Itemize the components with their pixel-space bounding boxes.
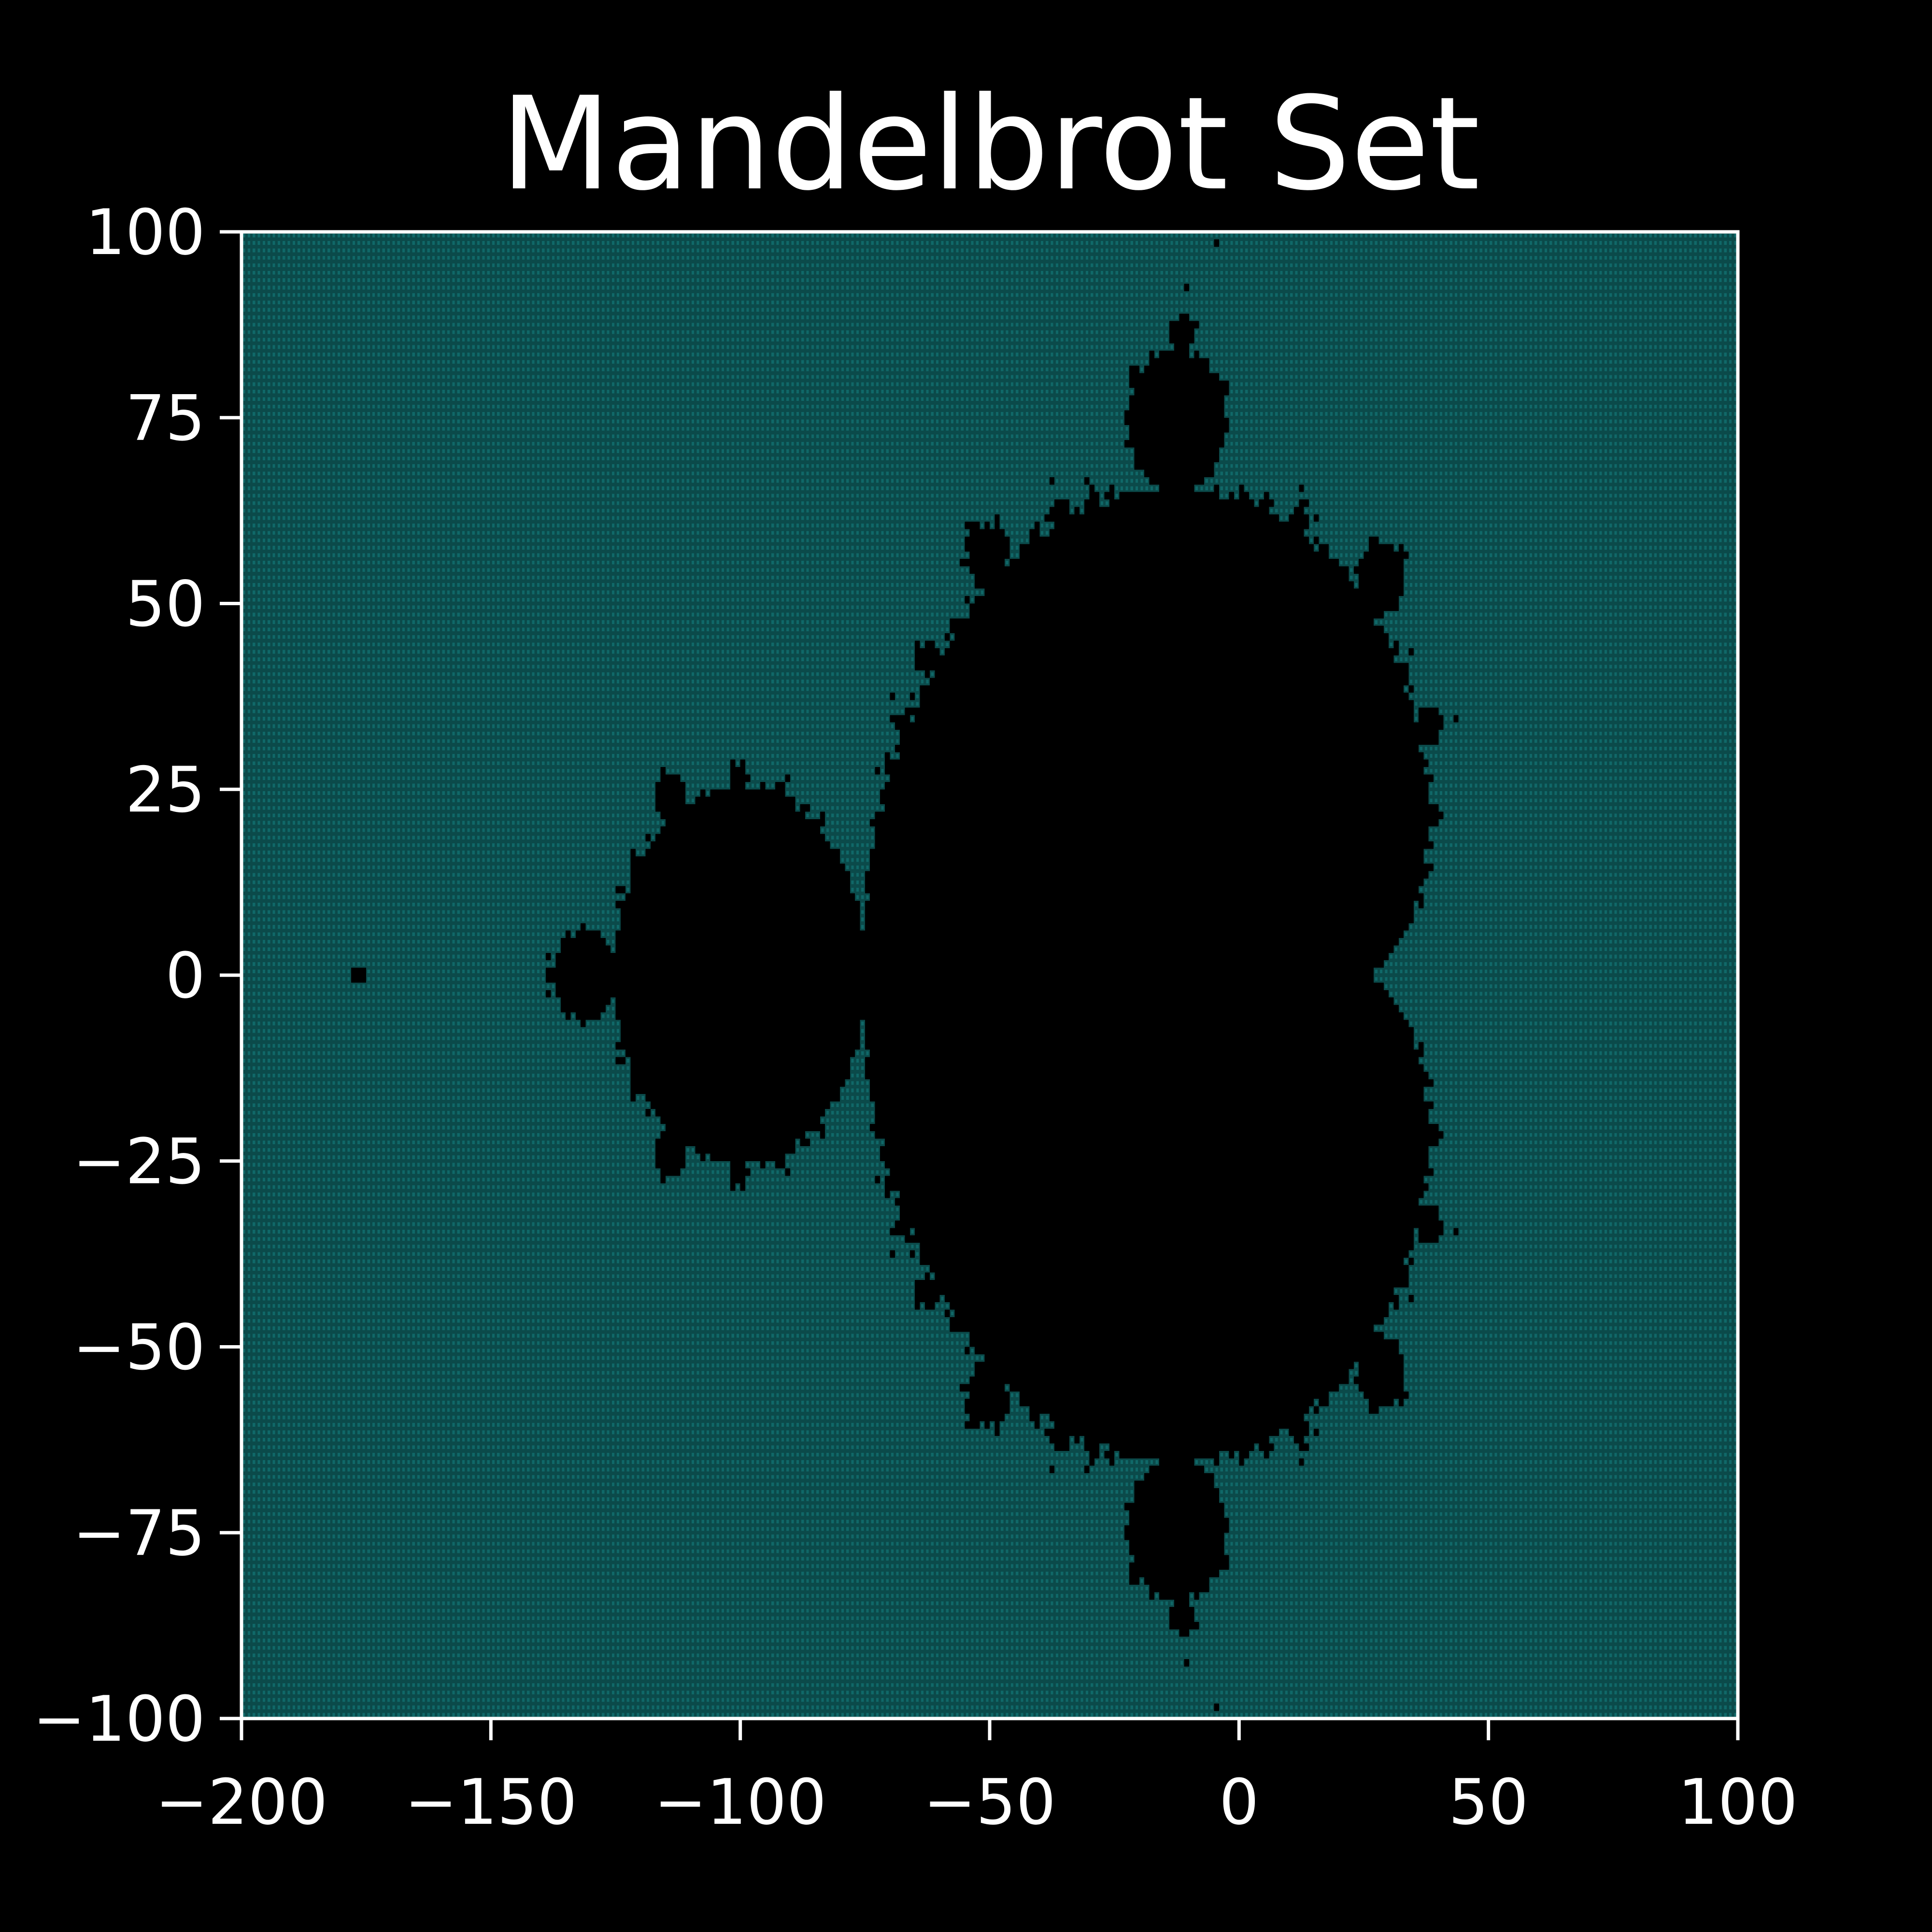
y-tick-label: 0 <box>165 939 205 1012</box>
x-tick-label: −200 <box>155 1765 327 1839</box>
x-tick-label: −150 <box>405 1765 577 1839</box>
x-tick-label: 50 <box>1449 1765 1528 1839</box>
y-tick-label: 100 <box>85 196 205 269</box>
x-tick-label: 0 <box>1219 1765 1259 1839</box>
chart-title: Mandelbrot Set <box>500 69 1480 219</box>
y-tick-label: 75 <box>126 382 205 455</box>
plot-frame <box>240 230 1740 1720</box>
y-tick-label: −100 <box>33 1682 205 1756</box>
y-axis: −100 −75 −50 −25 0 25 50 75 100 <box>33 196 242 1756</box>
y-tick-label: −75 <box>73 1496 205 1570</box>
x-tick-label: 100 <box>1678 1765 1798 1839</box>
x-tick-label: −50 <box>923 1765 1056 1839</box>
y-tick-label: −50 <box>73 1311 205 1384</box>
x-axis: −200 −150 −100 −50 0 50 100 <box>155 1719 1798 1839</box>
y-tick-label: 25 <box>126 753 205 826</box>
y-tick-label: 50 <box>126 568 205 641</box>
mandelbrot-heatmap <box>242 232 1738 1719</box>
y-tick-label: −25 <box>73 1125 205 1198</box>
x-tick-label: −100 <box>654 1765 826 1839</box>
